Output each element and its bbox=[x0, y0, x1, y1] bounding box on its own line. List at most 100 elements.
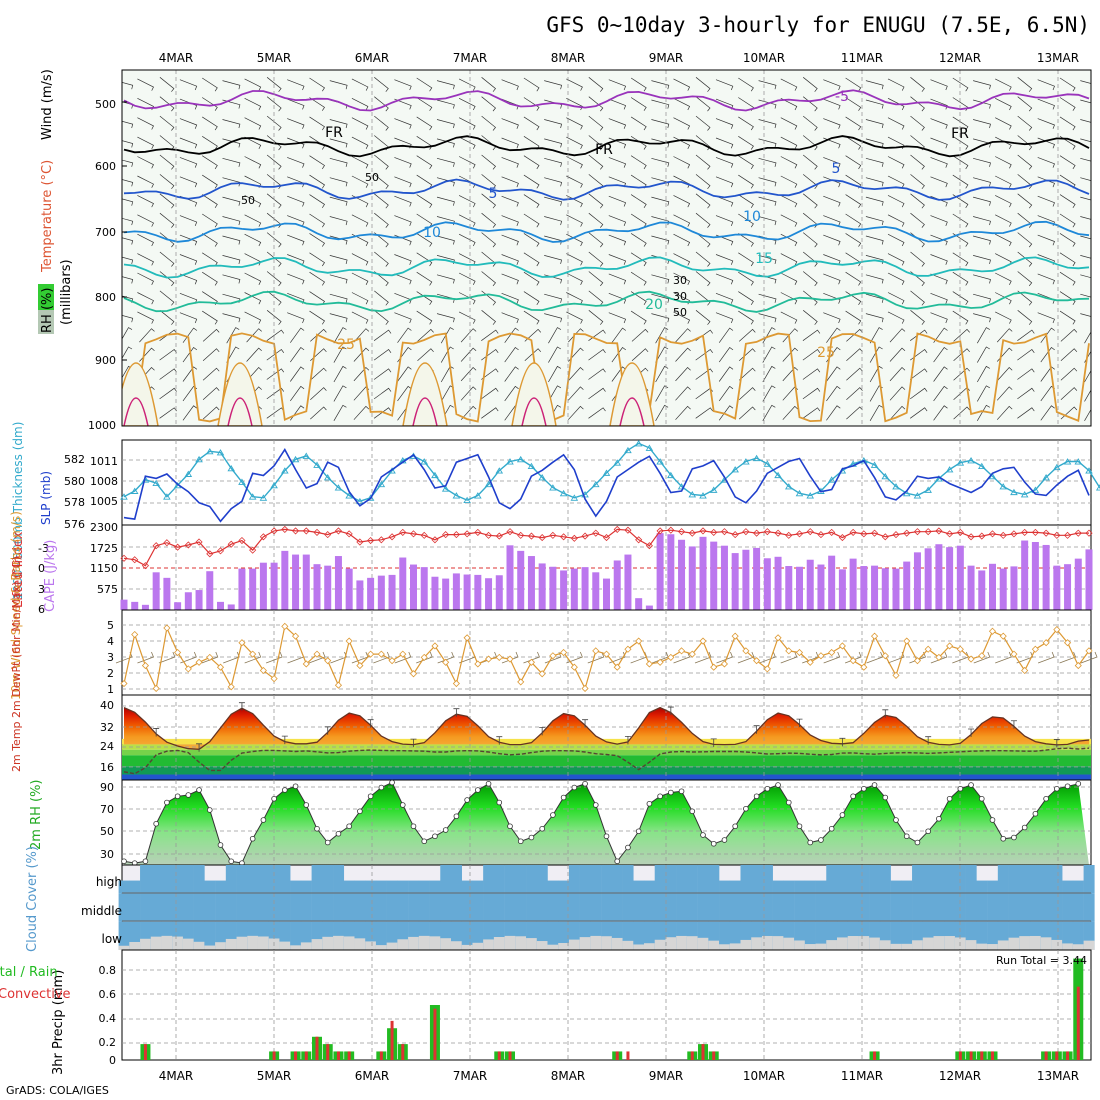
cloud-low-clear bbox=[322, 936, 334, 950]
cloud-high-cell bbox=[1040, 865, 1052, 894]
cape-bar bbox=[753, 547, 761, 610]
millibars-axis-label: (millibars) bbox=[59, 259, 74, 325]
rh2m-point bbox=[410, 823, 417, 830]
wind-barb bbox=[976, 404, 990, 421]
wind-barb bbox=[630, 213, 647, 228]
wind10m-barb bbox=[501, 651, 519, 664]
wind10m-point bbox=[249, 650, 257, 658]
cape-bar bbox=[624, 554, 632, 610]
cloud-low-clear bbox=[815, 943, 827, 950]
wind-barb bbox=[651, 157, 670, 167]
wind-barb bbox=[416, 97, 433, 111]
cloud-low-clear bbox=[954, 937, 966, 950]
wind-barb bbox=[374, 154, 389, 170]
cloud-low-cell bbox=[493, 921, 505, 950]
lifted-index-point bbox=[334, 527, 343, 535]
wind-barb bbox=[501, 79, 519, 91]
wind-barb bbox=[290, 347, 305, 363]
wind-barb bbox=[887, 272, 905, 285]
wind-barb bbox=[762, 404, 776, 421]
wind10m-point bbox=[785, 647, 793, 655]
cloud-low-cell bbox=[365, 921, 377, 950]
wind-barb bbox=[458, 156, 476, 169]
cloud-low-clear bbox=[1062, 943, 1074, 950]
wind-barb bbox=[608, 79, 627, 91]
wind-barb bbox=[416, 310, 433, 325]
wind-barb bbox=[588, 290, 604, 306]
rh2m-point bbox=[324, 839, 331, 846]
temp2m-max-marker bbox=[539, 726, 546, 736]
wind-barb bbox=[973, 177, 991, 187]
wind-barb bbox=[865, 255, 884, 264]
wind-barb bbox=[137, 311, 154, 324]
thickness-point bbox=[924, 486, 932, 493]
rh2m-point bbox=[378, 784, 385, 791]
cloud-mid-cell bbox=[1051, 893, 1063, 922]
wind-barb bbox=[910, 310, 925, 325]
wind-barb bbox=[1080, 157, 1091, 162]
lifted-index-point bbox=[570, 534, 578, 542]
wind-barb bbox=[952, 97, 969, 111]
cape-bar bbox=[1053, 565, 1061, 610]
precip-convective-bar bbox=[379, 1051, 383, 1060]
wind-barb bbox=[608, 157, 627, 168]
rh2m-point bbox=[550, 812, 556, 818]
rh2m-point bbox=[507, 823, 513, 830]
lifted-index-point bbox=[946, 530, 954, 538]
wind-barb bbox=[244, 78, 262, 91]
cloud-mid-cell bbox=[697, 893, 709, 922]
wind-barb bbox=[436, 177, 455, 187]
ytick-temp2m: 32 bbox=[100, 721, 114, 734]
thickness-point bbox=[570, 494, 579, 501]
wind-barb bbox=[738, 271, 754, 286]
cloud-mid-cell bbox=[225, 893, 237, 922]
cape-bar bbox=[174, 602, 182, 610]
cloud-low-clear bbox=[794, 940, 806, 950]
wind-barb bbox=[758, 293, 777, 303]
lifted-index-point bbox=[1063, 531, 1072, 539]
cloud-low-clear bbox=[740, 939, 752, 950]
wind-barb bbox=[481, 154, 496, 170]
wind-barb bbox=[695, 407, 713, 419]
thickness-point bbox=[313, 461, 321, 468]
wind-barb bbox=[1084, 370, 1091, 383]
cloud-low-clear bbox=[472, 942, 484, 950]
cloud-low-clear bbox=[536, 941, 548, 950]
lifted-index-point bbox=[881, 533, 889, 541]
wind-barb bbox=[202, 174, 218, 189]
cloud-high-cell bbox=[558, 880, 570, 894]
wind-barb bbox=[802, 251, 818, 267]
run-total-label: Run Total = 3.44 bbox=[996, 954, 1087, 967]
cloud-mid-cell bbox=[815, 893, 827, 922]
wind-barb bbox=[952, 233, 969, 247]
lifted-index-point bbox=[377, 536, 385, 544]
lifted-index-point bbox=[645, 542, 653, 550]
wind-barb bbox=[222, 138, 241, 148]
wind-barb bbox=[651, 216, 670, 226]
wind-barb bbox=[738, 174, 754, 189]
wind-barb bbox=[846, 387, 863, 400]
wind-barb bbox=[823, 215, 841, 227]
cloud-high-cell bbox=[311, 865, 323, 894]
wind-barb bbox=[436, 235, 455, 245]
wind-barb bbox=[1017, 368, 1035, 380]
wind-barb bbox=[996, 386, 1013, 401]
cloud-high-cell bbox=[601, 865, 613, 894]
wind-barb bbox=[952, 310, 969, 325]
wind-barb bbox=[137, 292, 154, 305]
ytick-pressure: 900 bbox=[95, 354, 116, 367]
cape-axis-label: CAPE (J/kg) bbox=[43, 540, 58, 612]
wind-barb bbox=[630, 310, 647, 325]
wind-barb bbox=[523, 291, 540, 305]
cloud-mid-cell bbox=[290, 893, 302, 922]
wind-barb bbox=[695, 310, 711, 325]
wind-barb bbox=[1059, 116, 1076, 131]
cape-bar bbox=[774, 556, 782, 610]
wind-barb bbox=[416, 233, 433, 247]
wind-barb bbox=[266, 96, 282, 112]
wind-barb bbox=[802, 387, 821, 400]
cloud-low-cell bbox=[300, 921, 312, 950]
wind-barb bbox=[1037, 118, 1055, 129]
wind-barb bbox=[995, 214, 1012, 227]
cloud-high-cell bbox=[643, 880, 655, 894]
